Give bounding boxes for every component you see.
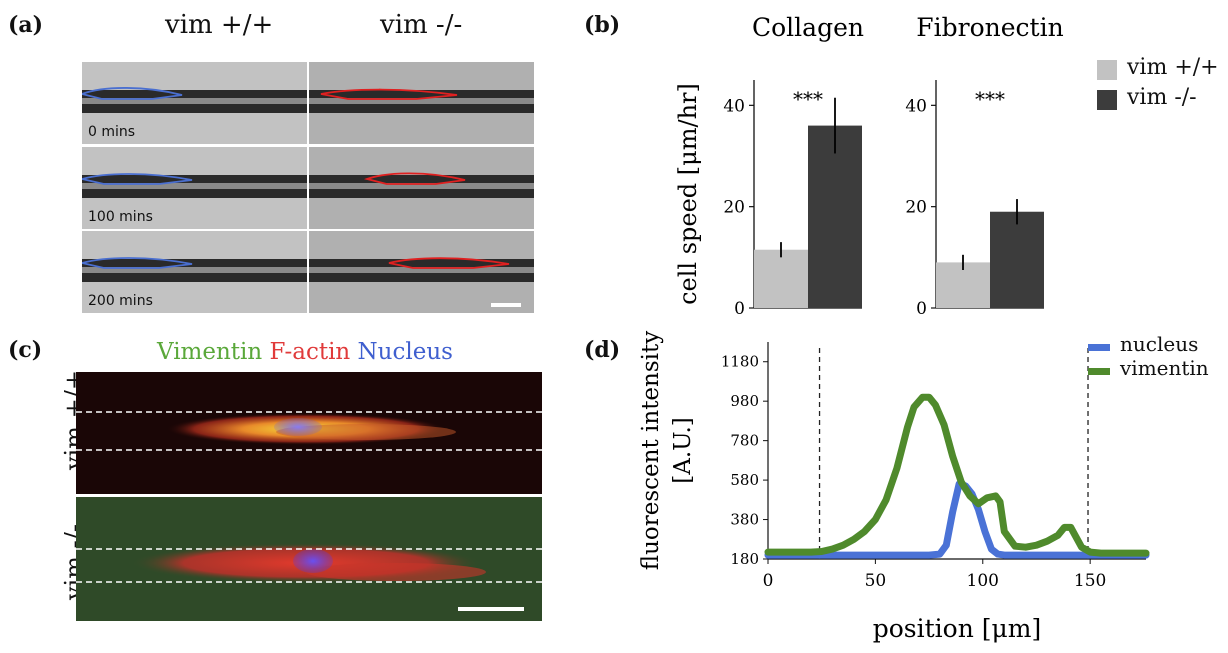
line-y-tick-label: 180	[730, 550, 759, 568]
line-y-tick-label: 1180	[721, 353, 759, 371]
bar-y-tick-label: 40	[905, 96, 927, 116]
nucleus-vim-pos	[274, 418, 322, 436]
col-title-vim-neg: vim -/-	[380, 10, 463, 40]
bar-y-axis-label: cell speed [μm/hr]	[674, 83, 702, 305]
legend-label: vim -/-	[1127, 85, 1197, 110]
bar-charts: cell speed [μm/hr] Collagen 0 20 40 *** Fibron…	[674, 13, 1064, 319]
bar-y-tick-label: 0	[916, 299, 927, 319]
stain-legend: Vimentin F-actin Nucleus	[157, 339, 453, 365]
legend-swatch	[1097, 60, 1117, 80]
bar-y-tick-label: 20	[723, 198, 745, 218]
cell-outline	[363, 172, 466, 185]
stain-label-vimentin: Vimentin	[157, 339, 263, 365]
series-vimentin	[764, 393, 1150, 557]
micrograph-vim_pos-t0: 0 mins	[82, 62, 307, 144]
scale-bar-fluorescence	[458, 607, 524, 611]
line-y-axis-label: fluorescent intensity	[638, 331, 664, 571]
line-x-tick-label: 0	[763, 571, 774, 591]
line-y-tick-label: 980	[730, 392, 759, 410]
fluorescence-image-vim-pos	[76, 372, 542, 494]
nucleus-vim-neg	[293, 549, 333, 573]
cell-outline	[320, 88, 458, 100]
time-label: 0 mins	[88, 124, 136, 140]
panel-b-label: (b)	[584, 12, 621, 38]
micrograph-vim_neg-t2	[309, 231, 534, 313]
stain-label-factin: F-actin	[269, 339, 351, 365]
panel-d-label: (d)	[584, 337, 621, 363]
line-x-tick-label: 150	[1074, 571, 1106, 591]
line-x-tick-label: 100	[967, 571, 999, 591]
stain-label-nucleus: Nucleus	[357, 339, 453, 365]
line-legend-swatch	[1088, 368, 1110, 375]
line-y-axis-unit: [A.U.]	[670, 417, 696, 483]
line-x-tick-label: 50	[865, 571, 887, 591]
bar-chart-title: Fibronectin	[916, 13, 1063, 42]
line-legend-label: vimentin	[1120, 356, 1209, 380]
line-y-tick-label: 580	[730, 471, 759, 489]
line-legend-label: nucleus	[1120, 332, 1199, 356]
bar-chart-title: Collagen	[752, 13, 864, 42]
legend-swatch	[1097, 90, 1117, 110]
bar-vim	[754, 249, 808, 308]
panel-c-label: (c)	[8, 337, 43, 363]
time-label: 100 mins	[88, 209, 153, 225]
col-title-vim-pos: vim +/+	[165, 10, 274, 40]
bar-vim	[808, 125, 862, 308]
micrograph-vim_pos-t2: 200 mins	[82, 231, 307, 313]
legend-label: vim +/+	[1127, 55, 1219, 80]
micrograph-vim_neg-t0	[309, 62, 534, 144]
cell-outline	[82, 257, 193, 269]
cell-outline	[388, 257, 510, 269]
scale-bar-micrograph	[491, 303, 521, 307]
bar-y-tick-label: 0	[734, 299, 745, 319]
intensity-line-chart: 180 380 580 780 980 1180 0 50 100 150 position [μm…	[638, 331, 1150, 643]
micrograph-vim_neg-t1	[309, 147, 534, 229]
bar-y-tick-label: 40	[723, 96, 745, 116]
cell-outline	[82, 173, 193, 185]
cell-outline	[82, 87, 183, 100]
panel-a-label: (a)	[8, 12, 44, 38]
series-nucleus	[764, 480, 1150, 559]
bar-vim	[990, 211, 1044, 308]
line-x-axis-label: position [μm]	[873, 614, 1041, 643]
time-label: 200 mins	[88, 293, 153, 309]
significance-marker: ***	[975, 87, 1005, 111]
micrograph-vim_pos-t1: 100 mins	[82, 147, 307, 229]
significance-marker: ***	[793, 87, 823, 111]
line-y-tick-label: 780	[730, 432, 759, 450]
line-y-tick-label: 380	[730, 511, 759, 529]
line-legend-swatch	[1088, 344, 1110, 351]
bar-y-tick-label: 20	[905, 198, 927, 218]
fluorescence-image-vim-neg	[76, 497, 542, 621]
